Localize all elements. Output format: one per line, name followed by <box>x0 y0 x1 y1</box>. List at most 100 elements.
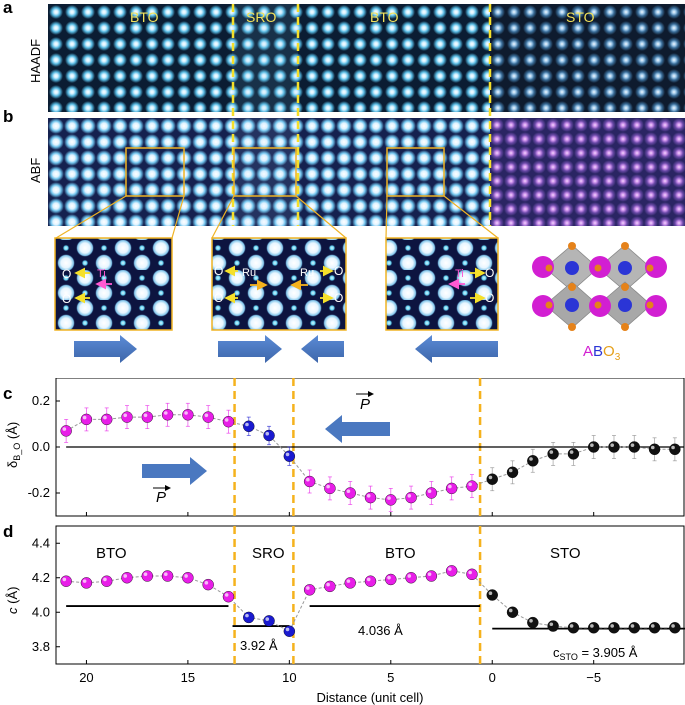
panel-label-b: b <box>3 107 14 126</box>
data-point-highlight <box>184 411 188 415</box>
data-point-sro <box>243 611 255 624</box>
data-point-highlight <box>285 627 290 632</box>
region-label-sro: SRO <box>252 545 285 562</box>
data-point-bto <box>121 572 133 584</box>
data-point-sto <box>506 606 519 618</box>
data-point-bto <box>364 575 377 587</box>
data-point-highlight <box>245 422 249 427</box>
data-point-highlight <box>407 494 412 498</box>
data-point-bto <box>202 411 214 423</box>
data-point-sto <box>587 622 600 634</box>
polarization-arrow-right-2 <box>218 335 282 363</box>
data-point-bto <box>385 573 397 586</box>
data-point-sro <box>263 615 275 627</box>
data-point-sto <box>547 620 559 632</box>
data-point-highlight <box>103 577 107 582</box>
data-point-bto <box>324 580 336 593</box>
data-point-sto <box>486 473 498 485</box>
y-tick-label: 0.0 <box>32 439 50 454</box>
data-point-highlight <box>427 489 432 493</box>
data-point-highlight <box>184 574 188 578</box>
data-point-bto <box>182 409 194 421</box>
polarization-label-right: P <box>156 489 166 506</box>
y-tick-label: 4.4 <box>32 535 50 550</box>
data-point-sto <box>527 616 539 629</box>
data-point-bto <box>466 568 478 581</box>
charts-svg: 0.2 0.0 -0.2 P PδB_O (Å) 4.4 4.2 4.0 3.8 BTO SRO B… <box>5 378 685 705</box>
inset-mid-o-right-top: O <box>334 264 343 278</box>
inset-mid: O Ru O Ru O O <box>211 237 347 331</box>
data-point-highlight <box>508 608 513 613</box>
data-point-sto <box>608 622 620 634</box>
region-label-bto: BTO <box>96 545 127 562</box>
data-point-highlight <box>163 411 168 415</box>
inset-mid-ru-right: Ru <box>300 267 314 279</box>
data-point-sro <box>243 420 255 432</box>
data-point-highlight <box>346 489 351 493</box>
region-label-sto: STO <box>550 545 581 562</box>
data-point-highlight <box>123 413 128 418</box>
stem-overlay: O Ti O O Ru O Ru O O Ti O O <box>54 4 667 363</box>
data-point-highlight <box>448 484 452 489</box>
haadf-region-sro: SRO <box>246 9 277 25</box>
data-point-bto <box>141 570 154 582</box>
data-point-highlight <box>326 582 330 587</box>
haadf-region-bto-1: BTO <box>130 9 159 25</box>
data-point-bto <box>202 578 214 591</box>
data-point-bto <box>344 577 356 589</box>
data-point-highlight <box>62 577 67 582</box>
y-tick-label: 4.2 <box>32 570 50 585</box>
data-point-sto <box>567 622 580 634</box>
data-point-highlight <box>224 593 229 597</box>
data-point-highlight <box>468 570 472 575</box>
data-point-highlight <box>103 415 107 420</box>
data-point-bto <box>182 572 194 584</box>
data-point-highlight <box>590 443 594 447</box>
polarization-arrow-left-1 <box>301 335 344 363</box>
y-tick-label: 4.0 <box>32 604 50 619</box>
data-point-highlight <box>143 413 148 418</box>
polarization-arrow-left-2 <box>415 335 498 363</box>
zoom-box-mid <box>233 147 297 197</box>
data-point-highlight <box>590 624 594 628</box>
data-point-highlight <box>407 574 412 578</box>
inset-mid-o-right-bottom: O <box>334 291 343 305</box>
data-point-sto <box>628 622 640 634</box>
data-point-highlight <box>366 577 371 582</box>
data-point-bto <box>121 411 133 423</box>
data-point-bto <box>405 491 417 504</box>
data-point-sto <box>587 441 600 453</box>
inset-right: Ti O O <box>385 237 499 331</box>
panel-d-plot: 4.4 4.2 4.0 3.8 BTO SRO BTO STO 3.92 Å 4.036 Å cST… <box>5 525 685 705</box>
data-point-highlight <box>569 624 574 628</box>
data-point-highlight <box>610 443 614 447</box>
data-point-highlight <box>671 445 675 450</box>
annotation-sto-c: cSTO = 3.905 Å <box>553 645 638 662</box>
inset-right-o-bottom: O <box>485 291 494 305</box>
data-point-bto <box>303 584 316 596</box>
data-point-highlight <box>366 494 371 498</box>
data-point-highlight <box>224 418 229 422</box>
data-point-highlight <box>508 468 513 473</box>
data-point-sto <box>486 589 498 601</box>
data-point-highlight <box>204 581 209 585</box>
inset-mid-o-left-bottom: O <box>214 291 223 305</box>
data-point-highlight <box>529 457 533 461</box>
inset-left-ti: Ti <box>97 268 106 280</box>
data-point-sto <box>669 443 681 456</box>
data-point-sto <box>669 622 681 634</box>
data-point-highlight <box>387 575 391 580</box>
data-point-highlight <box>265 431 270 436</box>
annotation-sro-c: 3.92 Å <box>240 638 278 653</box>
panel-c-plot: 0.2 0.0 -0.2 P PδB_O (Å) <box>5 378 685 517</box>
data-point-highlight <box>448 567 452 571</box>
data-point-highlight <box>610 624 614 628</box>
data-point-highlight <box>529 619 533 623</box>
data-point-bto <box>303 475 316 488</box>
zoom-box-right <box>386 147 445 197</box>
polarization-arrow-right-1 <box>74 335 137 363</box>
data-point-highlight <box>163 572 168 577</box>
x-axis-label: Distance (unit cell) <box>317 690 424 705</box>
data-point-highlight <box>671 624 675 628</box>
data-point-bto <box>364 491 377 504</box>
